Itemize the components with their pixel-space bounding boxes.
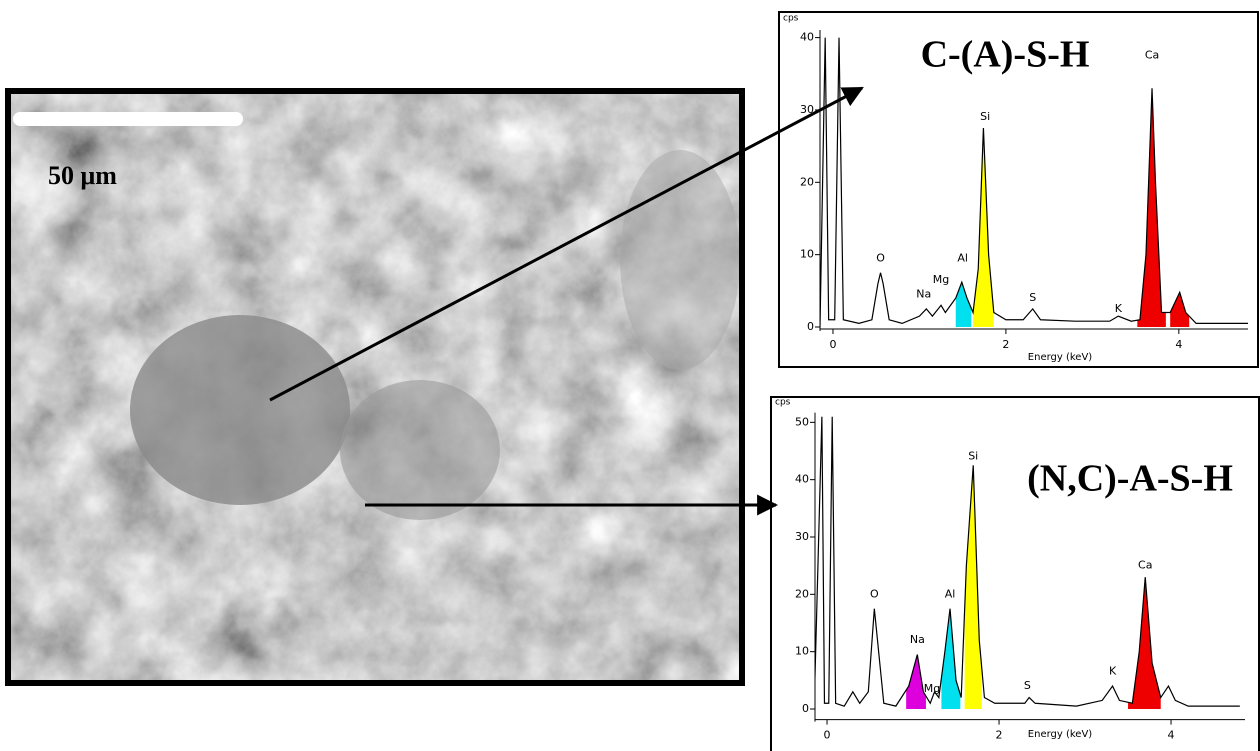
peak-label: Al <box>957 251 968 264</box>
x-tick-label: 0 <box>829 338 836 351</box>
peak-label: Na <box>916 287 931 300</box>
x-axis-label: Energy (keV) <box>1028 729 1093 740</box>
peak-label: S <box>1029 291 1036 304</box>
y-tick-label: 10 <box>800 248 814 261</box>
peak-label: Al <box>945 587 956 600</box>
x-tick-label: 2 <box>996 729 1003 742</box>
y-tick-label: 30 <box>795 530 809 543</box>
scale-label: 50 μm <box>48 161 117 190</box>
y-tick-label: 40 <box>800 31 814 44</box>
peak-label: Mg <box>933 273 949 286</box>
peak-label: Na <box>910 633 925 646</box>
chart-title: (N,C)-A-S-H <box>1027 458 1233 500</box>
y-tick-label: 10 <box>795 645 809 658</box>
peak-label: Mg <box>924 682 940 695</box>
y-tick-label: 20 <box>800 175 814 188</box>
x-tick-label: 4 <box>1168 729 1175 742</box>
peak-label: O <box>876 251 885 264</box>
peak-label: K <box>1109 665 1117 678</box>
micrograph-texture <box>8 91 742 683</box>
x-tick-label: 2 <box>1002 338 1009 351</box>
micrograph: 50 μm <box>8 91 742 683</box>
peak-label: Ca <box>1138 559 1152 572</box>
y-tick-label: 0 <box>802 702 809 715</box>
y-tick-label: 20 <box>795 587 809 600</box>
peak-label: Si <box>980 110 990 123</box>
x-tick-label: 0 <box>824 729 831 742</box>
x-tick-label: 4 <box>1175 338 1182 351</box>
peak-label: Ca <box>1145 49 1159 62</box>
y-axis-label: cps <box>783 14 799 24</box>
x-axis-label: Energy (keV) <box>1028 352 1093 363</box>
y-tick-label: 50 <box>795 415 809 428</box>
y-tick-label: 40 <box>795 473 809 486</box>
chart-title: C-(A)-S-H <box>921 34 1090 76</box>
peak-label: O <box>870 587 879 600</box>
peak-label: K <box>1115 302 1123 315</box>
figure: 50 μm 010203040024ONaMgAlSiSKCacpsEnergy… <box>0 0 1260 751</box>
particle <box>340 380 500 520</box>
y-axis-label: cps <box>775 398 791 408</box>
y-tick-label: 0 <box>807 320 814 333</box>
particle <box>130 315 350 505</box>
peak-label: S <box>1024 679 1031 692</box>
spectrum-frame <box>771 397 1259 751</box>
peak-label: Si <box>968 450 978 463</box>
